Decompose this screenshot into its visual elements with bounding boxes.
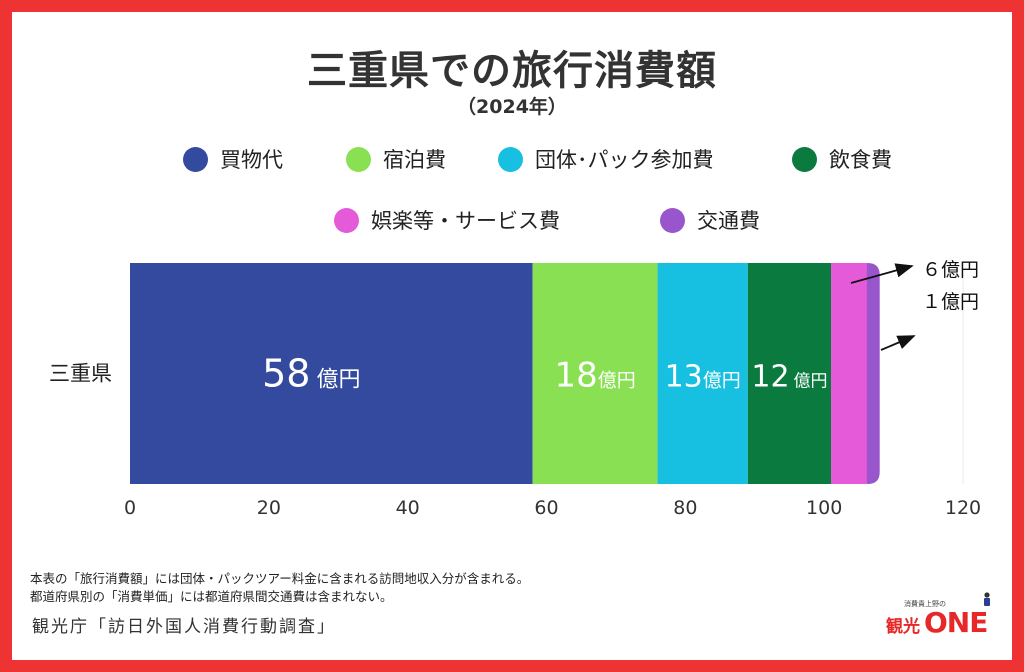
legend-swatch	[498, 146, 523, 172]
bar-segment-1	[532, 263, 658, 484]
chart-title: 三重県での旅行消費額	[307, 48, 717, 94]
logo-tagline: 消費貴上野の	[904, 600, 946, 608]
legend-label: 団体･パック参加費	[535, 148, 714, 172]
legend-swatch	[346, 146, 371, 172]
legend-label: 飲食費	[829, 148, 892, 172]
bar-segment-0	[130, 263, 533, 484]
legend-label: 娯楽等・サービス費	[371, 209, 560, 233]
bar-value-label-0: 58 億円	[262, 352, 360, 396]
bar-segment-2	[657, 263, 748, 484]
footnote-1: 本表の「旅行消費額」には団体・パックツアー料金に含まれる訪問地収入分が含まれる。	[30, 571, 530, 586]
source-citation: 観光庁「訪日外国人消費行動調査」	[32, 617, 336, 637]
chart-subtitle: （2024年）	[457, 96, 567, 118]
y-category-label: 三重県	[49, 362, 112, 386]
x-tick-label: 100	[806, 497, 842, 519]
callout-label-4: ６億円	[922, 259, 979, 281]
legend-swatch	[792, 146, 817, 172]
x-tick-label: 60	[534, 497, 558, 519]
callout-label-5: １億円	[922, 291, 979, 313]
legend-item-shopping: 買物代	[183, 144, 283, 174]
x-tick-label: 0	[124, 497, 136, 519]
legend-label: 買物代	[220, 148, 283, 172]
legend-swatch	[183, 146, 208, 172]
legend-label: 宿泊費	[383, 148, 446, 172]
x-tick-label: 80	[673, 497, 697, 519]
legend-item-package-tour: 団体･パック参加費	[498, 144, 714, 174]
legend-item-transport: 交通費	[660, 205, 760, 235]
x-tick-label: 120	[945, 497, 981, 519]
bar-value-label-3: 12 億円	[751, 360, 827, 395]
callout-arrow-4	[850, 263, 914, 284]
callout-arrow-5	[880, 335, 916, 351]
bar-segment-overlay	[831, 263, 867, 484]
legend-item-entertainment: 娯楽等・サービス費	[334, 205, 560, 235]
logo-kanko-text: 観光	[886, 617, 920, 637]
legend-swatch	[660, 207, 685, 233]
person-icon	[984, 592, 990, 606]
kanko-one-logo: 消費貴上野の 観光 ONE	[880, 592, 1000, 642]
bar-segment-5	[866, 263, 880, 484]
bar-value-label-2: 13億円	[665, 360, 741, 395]
bar-segment-3	[747, 263, 832, 484]
legend-label: 交通費	[697, 209, 760, 233]
legend-item-food: 飲食費	[792, 144, 892, 174]
bar-value-label-1: 18億円	[554, 356, 635, 396]
legend-item-lodging: 宿泊費	[346, 144, 446, 174]
x-tick-label: 20	[257, 497, 281, 519]
x-tick-label: 40	[396, 497, 420, 519]
legend-swatch	[334, 207, 359, 233]
logo-one-text: ONE	[924, 606, 988, 639]
footnote-2: 都道府県別の「消費単価」には都道府県間交通費は含まれない。	[30, 589, 393, 604]
